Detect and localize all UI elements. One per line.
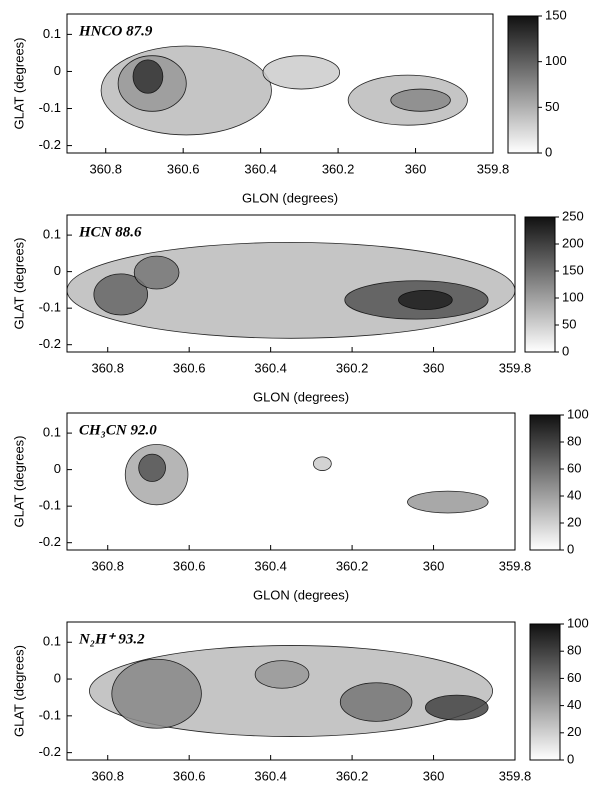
x-tick-label: 360 bbox=[423, 360, 445, 375]
colorbar-tick-label: 150 bbox=[545, 7, 567, 22]
x-tick-label: 360 bbox=[423, 768, 445, 783]
y-tick-label: -0.2 bbox=[39, 534, 61, 549]
colorbar-tick-label: 20 bbox=[567, 724, 581, 739]
colorbar-tick-label: 100 bbox=[567, 406, 589, 421]
x-tick-label: 360.6 bbox=[167, 161, 200, 176]
x-tick-label: 360.8 bbox=[91, 360, 124, 375]
colorbar-tick-label: 60 bbox=[567, 670, 581, 685]
x-tick-label: 360.8 bbox=[91, 768, 124, 783]
colorbar bbox=[524, 216, 556, 353]
x-tick-label: 360.4 bbox=[244, 161, 277, 176]
emission-region bbox=[390, 88, 451, 112]
y-axis-label: GLAT (degrees) bbox=[11, 645, 26, 737]
y-tick-label: 0 bbox=[54, 263, 61, 278]
plot-frame bbox=[66, 412, 516, 551]
y-axis-label: GLAT (degrees) bbox=[11, 435, 26, 527]
emission-region bbox=[111, 658, 202, 729]
x-tick-label: 360.8 bbox=[89, 161, 122, 176]
y-tick-label: 0.1 bbox=[43, 634, 61, 649]
colorbar bbox=[529, 414, 561, 551]
x-axis-label: GLON (degrees) bbox=[253, 389, 349, 404]
colorbar-tick-label: 50 bbox=[545, 99, 559, 114]
y-tick-label: 0.1 bbox=[43, 227, 61, 242]
colorbar-tick-label: 20 bbox=[567, 514, 581, 529]
x-tick-label: 360.4 bbox=[254, 360, 287, 375]
emission-region bbox=[339, 682, 413, 722]
x-tick-label: 360.6 bbox=[173, 768, 206, 783]
colorbar-tick-label: 50 bbox=[562, 316, 576, 331]
plot-frame bbox=[66, 621, 516, 761]
colorbar-tick-label: 100 bbox=[562, 289, 584, 304]
x-axis-label: GLON (degrees) bbox=[253, 587, 349, 602]
panel-title: HNCO 87.9 bbox=[78, 23, 153, 39]
colorbar-tick-label: 60 bbox=[567, 460, 581, 475]
y-tick-label: -0.2 bbox=[39, 137, 61, 152]
x-tick-label: 360 bbox=[423, 558, 445, 573]
emission-region bbox=[312, 456, 332, 471]
colorbar-tick-label: 100 bbox=[567, 615, 589, 630]
x-tick-label: 360.6 bbox=[173, 360, 206, 375]
colorbar-tick-label: 150 bbox=[562, 262, 584, 277]
plot-frame bbox=[66, 13, 494, 154]
x-axis-label: GLON (degrees) bbox=[242, 190, 338, 205]
panel-title: CH₃CN 92.0 bbox=[79, 422, 157, 438]
y-tick-label: 0 bbox=[54, 461, 61, 476]
x-tick-label: 360.4 bbox=[254, 768, 287, 783]
y-tick-label: -0.1 bbox=[39, 300, 61, 315]
y-axis-label: GLAT (degrees) bbox=[11, 237, 26, 329]
y-tick-label: 0.1 bbox=[43, 425, 61, 440]
emission-region bbox=[262, 55, 341, 90]
panel-title: HCN 88.6 bbox=[78, 224, 142, 240]
x-tick-label: 360.8 bbox=[91, 558, 124, 573]
x-tick-label: 360.4 bbox=[254, 558, 287, 573]
panel-title: N₂H⁺ 93.2 bbox=[78, 631, 145, 647]
emission-region bbox=[133, 255, 180, 290]
colorbar-tick-label: 0 bbox=[545, 144, 552, 159]
colorbar-tick-label: 0 bbox=[562, 343, 569, 358]
colorbar-tick-label: 80 bbox=[567, 433, 581, 448]
emission-region bbox=[93, 273, 149, 316]
x-tick-label: 360.6 bbox=[173, 558, 206, 573]
y-tick-label: 0 bbox=[54, 63, 61, 78]
emission-region bbox=[398, 289, 453, 310]
x-tick-label: 360 bbox=[405, 161, 427, 176]
y-tick-label: 0 bbox=[54, 670, 61, 685]
x-tick-label: 360.2 bbox=[336, 768, 369, 783]
colorbar-tick-label: 250 bbox=[562, 208, 584, 223]
emission-region bbox=[407, 490, 489, 514]
emission-region bbox=[425, 694, 489, 721]
y-tick-label: -0.2 bbox=[39, 744, 61, 759]
x-tick-label: 359.8 bbox=[477, 161, 510, 176]
colorbar bbox=[529, 623, 561, 761]
colorbar-tick-label: 0 bbox=[567, 751, 574, 766]
x-tick-label: 359.8 bbox=[499, 768, 532, 783]
colorbar-tick-label: 200 bbox=[562, 235, 584, 250]
colorbar-tick-label: 100 bbox=[545, 53, 567, 68]
colorbar-tick-label: 40 bbox=[567, 487, 581, 502]
y-axis-label: GLAT (degrees) bbox=[11, 37, 26, 129]
x-tick-label: 360.2 bbox=[322, 161, 355, 176]
emission-region bbox=[138, 453, 166, 482]
emission-region bbox=[132, 59, 164, 94]
colorbar-tick-label: 40 bbox=[567, 697, 581, 712]
plot-frame bbox=[66, 214, 516, 353]
emission-region bbox=[254, 660, 310, 689]
y-tick-label: -0.1 bbox=[39, 707, 61, 722]
x-tick-label: 360.2 bbox=[336, 360, 369, 375]
x-tick-label: 359.8 bbox=[499, 558, 532, 573]
y-tick-label: -0.1 bbox=[39, 100, 61, 115]
y-tick-label: 0.1 bbox=[43, 26, 61, 41]
x-tick-label: 359.8 bbox=[499, 360, 532, 375]
colorbar-tick-label: 0 bbox=[567, 541, 574, 556]
colorbar-tick-label: 80 bbox=[567, 643, 581, 658]
colorbar bbox=[507, 15, 539, 154]
y-tick-label: -0.2 bbox=[39, 336, 61, 351]
y-tick-label: -0.1 bbox=[39, 498, 61, 513]
x-tick-label: 360.2 bbox=[336, 558, 369, 573]
